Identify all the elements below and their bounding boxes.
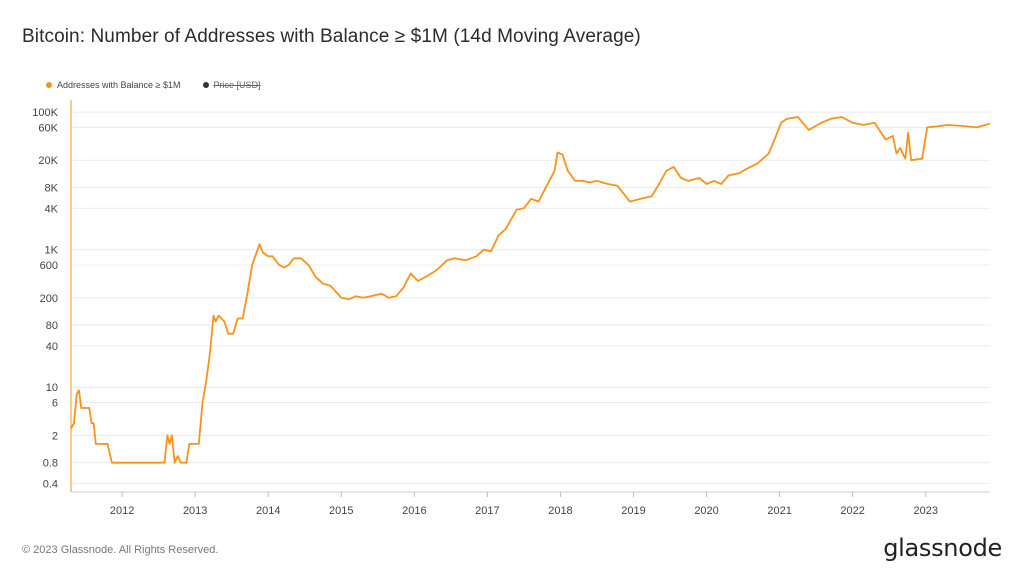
legend-label-price: Price [USD] [213, 80, 261, 90]
x-tick-label: 2019 [621, 505, 645, 517]
legend-item-addresses[interactable]: Addresses with Balance ≥ $1M [46, 80, 181, 90]
legend-item-price[interactable]: Price [USD] [202, 80, 261, 90]
x-tick-label: 2014 [256, 505, 280, 517]
y-tick-label: 100K [32, 107, 58, 119]
y-tick-label: 2 [52, 430, 58, 442]
y-axis: 100K 60K 20K 8K 4K 1K 600 200 80 40 10 6 2 0.8 0.4 [32, 107, 58, 490]
y-tick-label: 0.4 [43, 478, 58, 490]
x-tick-label: 2023 [913, 505, 937, 517]
x-tick-label: 2017 [475, 505, 499, 517]
chart-title: Bitcoin: Number of Addresses with Balanc… [22, 26, 641, 47]
y-tick-label: 600 [40, 260, 58, 272]
y-tick-label: 1K [45, 245, 59, 257]
glassnode-logo: glassnode [883, 534, 1002, 562]
x-tick-label: 2018 [548, 505, 572, 517]
x-tick-label: 2012 [110, 505, 134, 517]
y-tick-label: 10 [46, 382, 58, 394]
y-tick-label: 80 [46, 320, 58, 332]
x-axis: 2012 2013 2014 2015 2016 2017 2018 2019 2020 2021… [110, 492, 938, 517]
y-tick-label: 4K [45, 203, 59, 215]
x-tick-label: 2013 [183, 505, 207, 517]
y-tick-label: 6 [52, 398, 58, 410]
y-tick-label: 8K [45, 183, 59, 195]
chart-grid [71, 111, 990, 484]
series-line-addresses [70, 116, 991, 464]
copyright-text: © 2023 Glassnode. All Rights Reserved. [22, 544, 219, 556]
x-tick-label: 2020 [694, 505, 718, 517]
x-tick-label: 2021 [767, 505, 791, 517]
y-tick-label: 60K [38, 122, 58, 134]
y-tick-label: 20K [38, 155, 58, 167]
y-tick-label: 200 [40, 293, 58, 305]
legend-dot-orange-icon [46, 82, 52, 88]
chart-legend: Addresses with Balance ≥ $1M Price [USD] [46, 80, 261, 90]
y-tick-label: 40 [46, 341, 58, 353]
y-tick-label: 0.8 [43, 458, 58, 470]
x-tick-label: 2015 [329, 505, 353, 517]
legend-dot-dark-icon [202, 82, 209, 88]
legend-label-addresses: Addresses with Balance ≥ $1M [57, 80, 181, 90]
x-tick-label: 2016 [402, 505, 426, 517]
x-tick-label: 2022 [840, 505, 864, 517]
